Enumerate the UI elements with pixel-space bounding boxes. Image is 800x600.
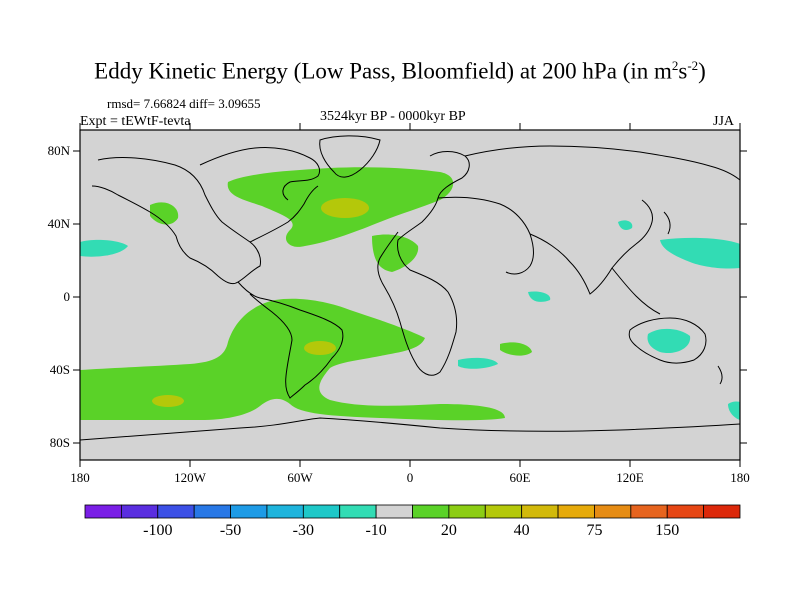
lon-label-180w: 180 — [70, 470, 90, 485]
colorbar-label: 150 — [655, 522, 679, 539]
coastline-greenland — [319, 135, 381, 178]
negative-region-indian-ocean — [528, 291, 551, 302]
colorbar-swatch — [84, 504, 122, 519]
colorbar-swatch — [666, 504, 705, 519]
period-label: 3524kyr BP - 0000kyr BP — [320, 109, 466, 124]
lon-label-180e: 180 — [730, 470, 750, 485]
season-label: JJA — [713, 114, 735, 129]
lon-tick-marks — [79, 123, 741, 467]
negative-region-ne-pacific — [80, 239, 128, 257]
core-south-america — [304, 341, 336, 355]
colorbar-label: -10 — [365, 522, 386, 539]
coastline-europe-africa — [377, 151, 470, 376]
colorbar-swatch — [484, 504, 523, 519]
lat-label-80s: 80S — [50, 435, 70, 450]
colorbar-swatch — [339, 504, 377, 519]
colorbar-swatch — [375, 504, 413, 519]
positive-region-indian — [500, 342, 532, 356]
colorbar-swatch — [302, 504, 341, 519]
negative-region-australia — [647, 328, 691, 354]
negative-region-south-indian — [458, 357, 498, 369]
colorbar-label: 40 — [514, 522, 530, 539]
colorbar-swatch — [230, 504, 268, 519]
colorbar-label: -30 — [293, 522, 314, 539]
positive-region-pacific-nw — [150, 202, 179, 225]
colorbar-swatch — [120, 504, 159, 519]
colorbar-labels: -100 -50 -30 -10 20 40 75 150 — [143, 522, 679, 539]
colorbar-swatch — [594, 504, 632, 519]
colorbar-swatch — [193, 504, 231, 519]
coastline-australia — [628, 317, 707, 364]
coastline-south-america — [237, 281, 344, 399]
lat-label-40s: 40S — [50, 362, 70, 377]
lon-label-120w: 120W — [174, 470, 207, 485]
colorbar-label: -100 — [143, 522, 172, 539]
lon-label-120e: 120E — [616, 470, 644, 485]
lon-label-0: 0 — [407, 470, 414, 485]
colorbar-swatch — [157, 504, 195, 519]
negative-region-asia — [618, 220, 633, 230]
lon-label-60w: 60W — [287, 470, 313, 485]
lat-label-40n: 40N — [48, 216, 71, 231]
plot-title: Eddy Kinetic Energy (Low Pass, Bloomfiel… — [94, 58, 706, 84]
negative-region-nw-pacific — [660, 237, 740, 269]
coastline-asia — [464, 145, 740, 181]
negative-region-south-east-pacific — [728, 401, 740, 420]
lat-label-eq: 0 — [64, 289, 71, 304]
coastlines — [80, 135, 740, 441]
positive-region-mid-atlantic — [372, 234, 419, 272]
colorbar-swatch — [630, 504, 668, 519]
colorbar-swatch — [703, 504, 741, 519]
coastline-antarctica — [80, 417, 740, 441]
colorbar-label: 20 — [441, 522, 457, 539]
core-south-pacific — [152, 395, 184, 407]
stats-text: rmsd= 7.66824 diff= 3.09655 — [107, 96, 261, 111]
lon-label-60e: 60E — [510, 470, 531, 485]
colorbar-label: -50 — [220, 522, 241, 539]
colorbar-swatch — [448, 504, 486, 519]
colorbar-swatch — [412, 504, 450, 519]
colorbar-swatch — [266, 504, 304, 519]
colorbar-swatch — [521, 504, 559, 519]
experiment-label: Expt = tEWtF-tevta — [80, 114, 191, 129]
lat-label-80n: 80N — [48, 143, 71, 158]
colorbar-swatch — [557, 504, 595, 519]
lat-tick-marks — [73, 150, 747, 444]
colorbar-label: 75 — [586, 522, 602, 539]
core-north-atlantic — [321, 198, 369, 218]
colorbar — [84, 504, 741, 519]
